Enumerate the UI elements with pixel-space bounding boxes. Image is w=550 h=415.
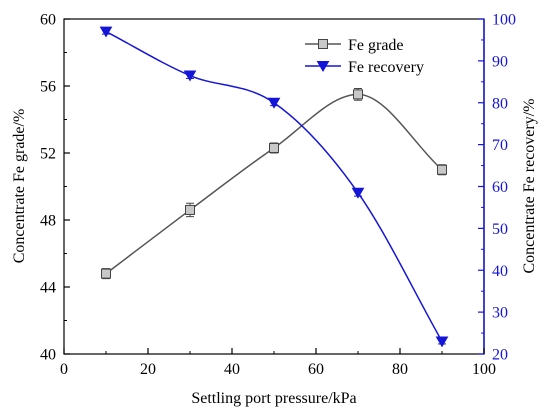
x-tick-label: 60 — [308, 361, 324, 378]
y-left-tick-label: 56 — [40, 79, 56, 96]
x-tick-label: 80 — [392, 361, 408, 378]
data-point-fe-recovery — [351, 187, 365, 199]
x-tick-label: 40 — [224, 361, 240, 378]
y-right-tick-label: 20 — [492, 347, 508, 364]
x-tick-label: 100 — [472, 361, 496, 378]
y-left-tick-label: 52 — [40, 146, 56, 163]
y-right-tick-label: 30 — [492, 305, 508, 322]
x-tick-label: 0 — [60, 361, 68, 378]
data-point-fe-recovery — [435, 336, 449, 348]
x-tick-label: 20 — [140, 361, 156, 378]
legend-marker-fe-grade — [318, 39, 328, 49]
y-right-tick-label: 80 — [492, 95, 508, 112]
data-point-fe-recovery — [183, 70, 197, 82]
y-left-tick-label: 60 — [40, 12, 56, 29]
axis-ticks: 0 20 40 60 80 100 40 44 48 52 56 60 20 30 40 50 60 70 80 90… — [40, 12, 516, 379]
series-line-1 — [105, 30, 443, 342]
y-right-tick-label: 70 — [492, 137, 508, 154]
y-right-tick-label: 60 — [492, 179, 508, 196]
y-right-tick-label: 40 — [492, 263, 508, 280]
y-left-tick-label: 48 — [40, 213, 56, 230]
legend: Fe grade Fe recovery — [305, 37, 424, 76]
data-point-fe-grade — [437, 164, 447, 175]
data-point-fe-grade — [269, 142, 279, 153]
y-left-tick-label: 44 — [40, 280, 56, 297]
y-left-tick-label: 40 — [40, 347, 56, 364]
y-right-tick-label: 100 — [492, 12, 516, 29]
series-markers — [99, 26, 449, 348]
legend-marker-fe-recovery — [316, 61, 330, 72]
y-right-tick-label: 90 — [492, 53, 508, 70]
y-left-axis-title: Concentrate Fe grade/% — [11, 109, 28, 264]
y-right-axis-title: Concentrate Fe recovery/% — [521, 98, 538, 273]
data-point-fe-grade — [101, 268, 111, 279]
x-axis-title: Settling port pressure/kPa — [191, 390, 356, 407]
legend-label-fe-recovery: Fe recovery — [348, 59, 424, 76]
data-point-fe-grade — [185, 204, 195, 215]
series-curves — [105, 30, 443, 342]
data-point-fe-recovery — [99, 26, 113, 38]
y-right-tick-label: 50 — [492, 221, 508, 238]
data-point-fe-grade — [353, 89, 363, 100]
legend-label-fe-grade: Fe grade — [348, 37, 404, 54]
data-point-fe-recovery — [267, 97, 281, 109]
